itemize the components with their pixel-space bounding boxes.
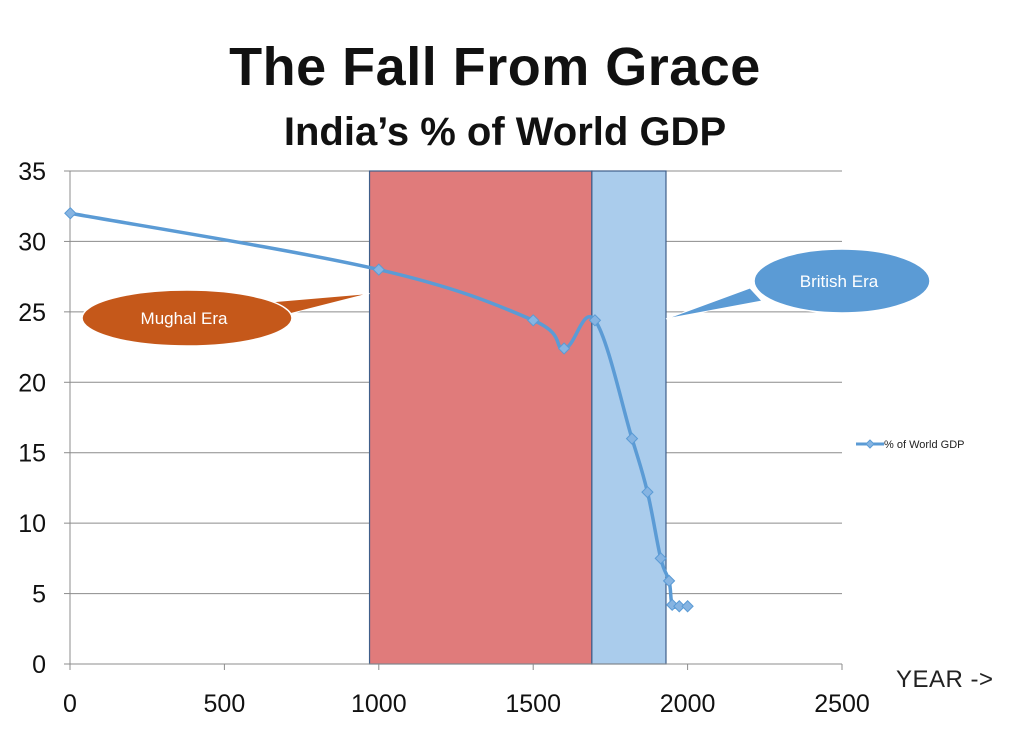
data-point — [662, 574, 676, 588]
x-axis-title: YEAR -> — [896, 666, 994, 693]
x-tick-label: 1000 — [351, 690, 407, 718]
data-point — [625, 432, 639, 445]
x-tick-label: 0 — [63, 690, 77, 718]
data-point — [557, 342, 571, 355]
y-tick-label: 30 — [18, 228, 46, 256]
british-era-callout-label: British Era — [800, 272, 879, 291]
data-point — [64, 207, 77, 220]
era-region-mughal — [368, 170, 593, 665]
mughal-era-callout — [81, 289, 293, 347]
x-tick-label: 2500 — [814, 690, 870, 718]
y-tick-label: 0 — [32, 651, 46, 679]
mughal-era-callout-pointer-join — [270, 302, 285, 315]
y-tick-label: 5 — [32, 581, 46, 609]
x-tick-label: 500 — [204, 690, 246, 718]
chart-title: The Fall From Grace — [229, 37, 761, 97]
legend-label: % of World GDP — [884, 439, 965, 451]
data-point — [526, 314, 540, 327]
data-point — [372, 263, 386, 276]
british-era-callout — [753, 248, 931, 314]
y-tick-label: 20 — [18, 369, 46, 397]
data-point — [641, 485, 654, 499]
data-point — [681, 600, 694, 613]
y-tick-label: 25 — [18, 299, 46, 327]
y-tick-label: 35 — [18, 158, 46, 186]
data-point — [673, 600, 686, 613]
legend-marker — [865, 439, 875, 449]
british-era-callout-pointer — [665, 287, 763, 320]
y-tick-label: 15 — [18, 440, 46, 468]
y-tick-label: 10 — [18, 510, 46, 538]
data-point — [654, 552, 667, 565]
mughal-era-callout-label: Mughal Era — [141, 309, 228, 328]
x-tick-label: 1500 — [505, 690, 561, 718]
british-era-callout-pointer-join — [750, 288, 762, 301]
chart-subtitle: India’s % of World GDP — [283, 110, 727, 154]
data-point — [588, 314, 602, 327]
era-region-british — [591, 170, 667, 665]
x-tick-label: 2000 — [660, 690, 716, 718]
